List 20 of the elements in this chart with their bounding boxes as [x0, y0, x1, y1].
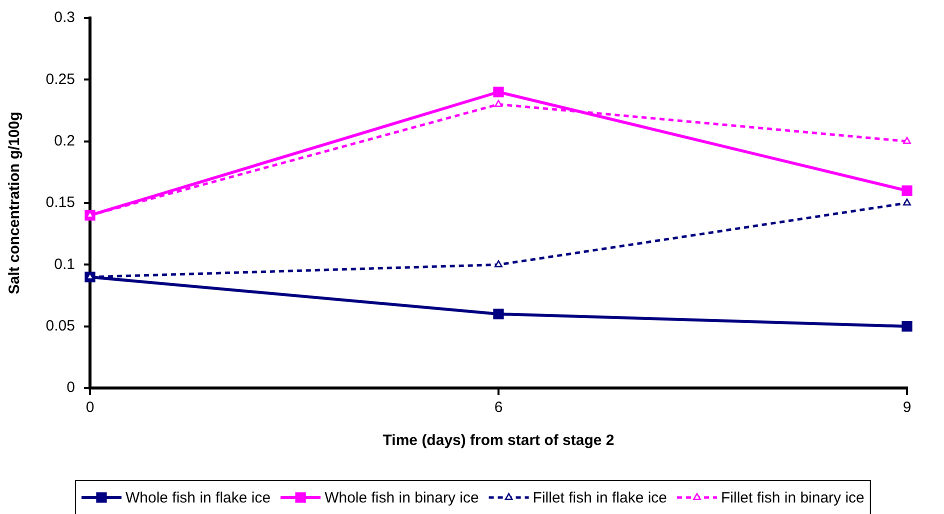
- point: [902, 185, 912, 196]
- y-tick-label: 0.25: [46, 70, 75, 88]
- x-axis-title: Time (days) from start of stage 2: [382, 432, 614, 450]
- legend-label: Whole fish in flake ice: [126, 490, 271, 507]
- y-tick-label: 0.05: [46, 317, 75, 334]
- x-tick-label: 9: [902, 399, 912, 416]
- y-tick-label: 0.15: [46, 194, 75, 212]
- point: [493, 86, 504, 98]
- legend-label: Whole fish in binary ice: [324, 490, 479, 507]
- x-tick-label: 6: [494, 399, 503, 416]
- point: [493, 308, 504, 320]
- y-tick-label: 0: [66, 379, 75, 396]
- x-tick-label: 0: [86, 399, 94, 416]
- legend-label: Fillet fish in binary ice: [721, 490, 864, 507]
- legend-label: Fillet fish in flake ice: [532, 490, 668, 507]
- point: [902, 321, 912, 332]
- y-axis-title: Salt concentration g/100g: [6, 112, 24, 294]
- y-tick-label: 0.3: [54, 9, 75, 26]
- y-tick-label: 0.2: [54, 132, 75, 150]
- y-tick-label: 0.1: [54, 256, 75, 273]
